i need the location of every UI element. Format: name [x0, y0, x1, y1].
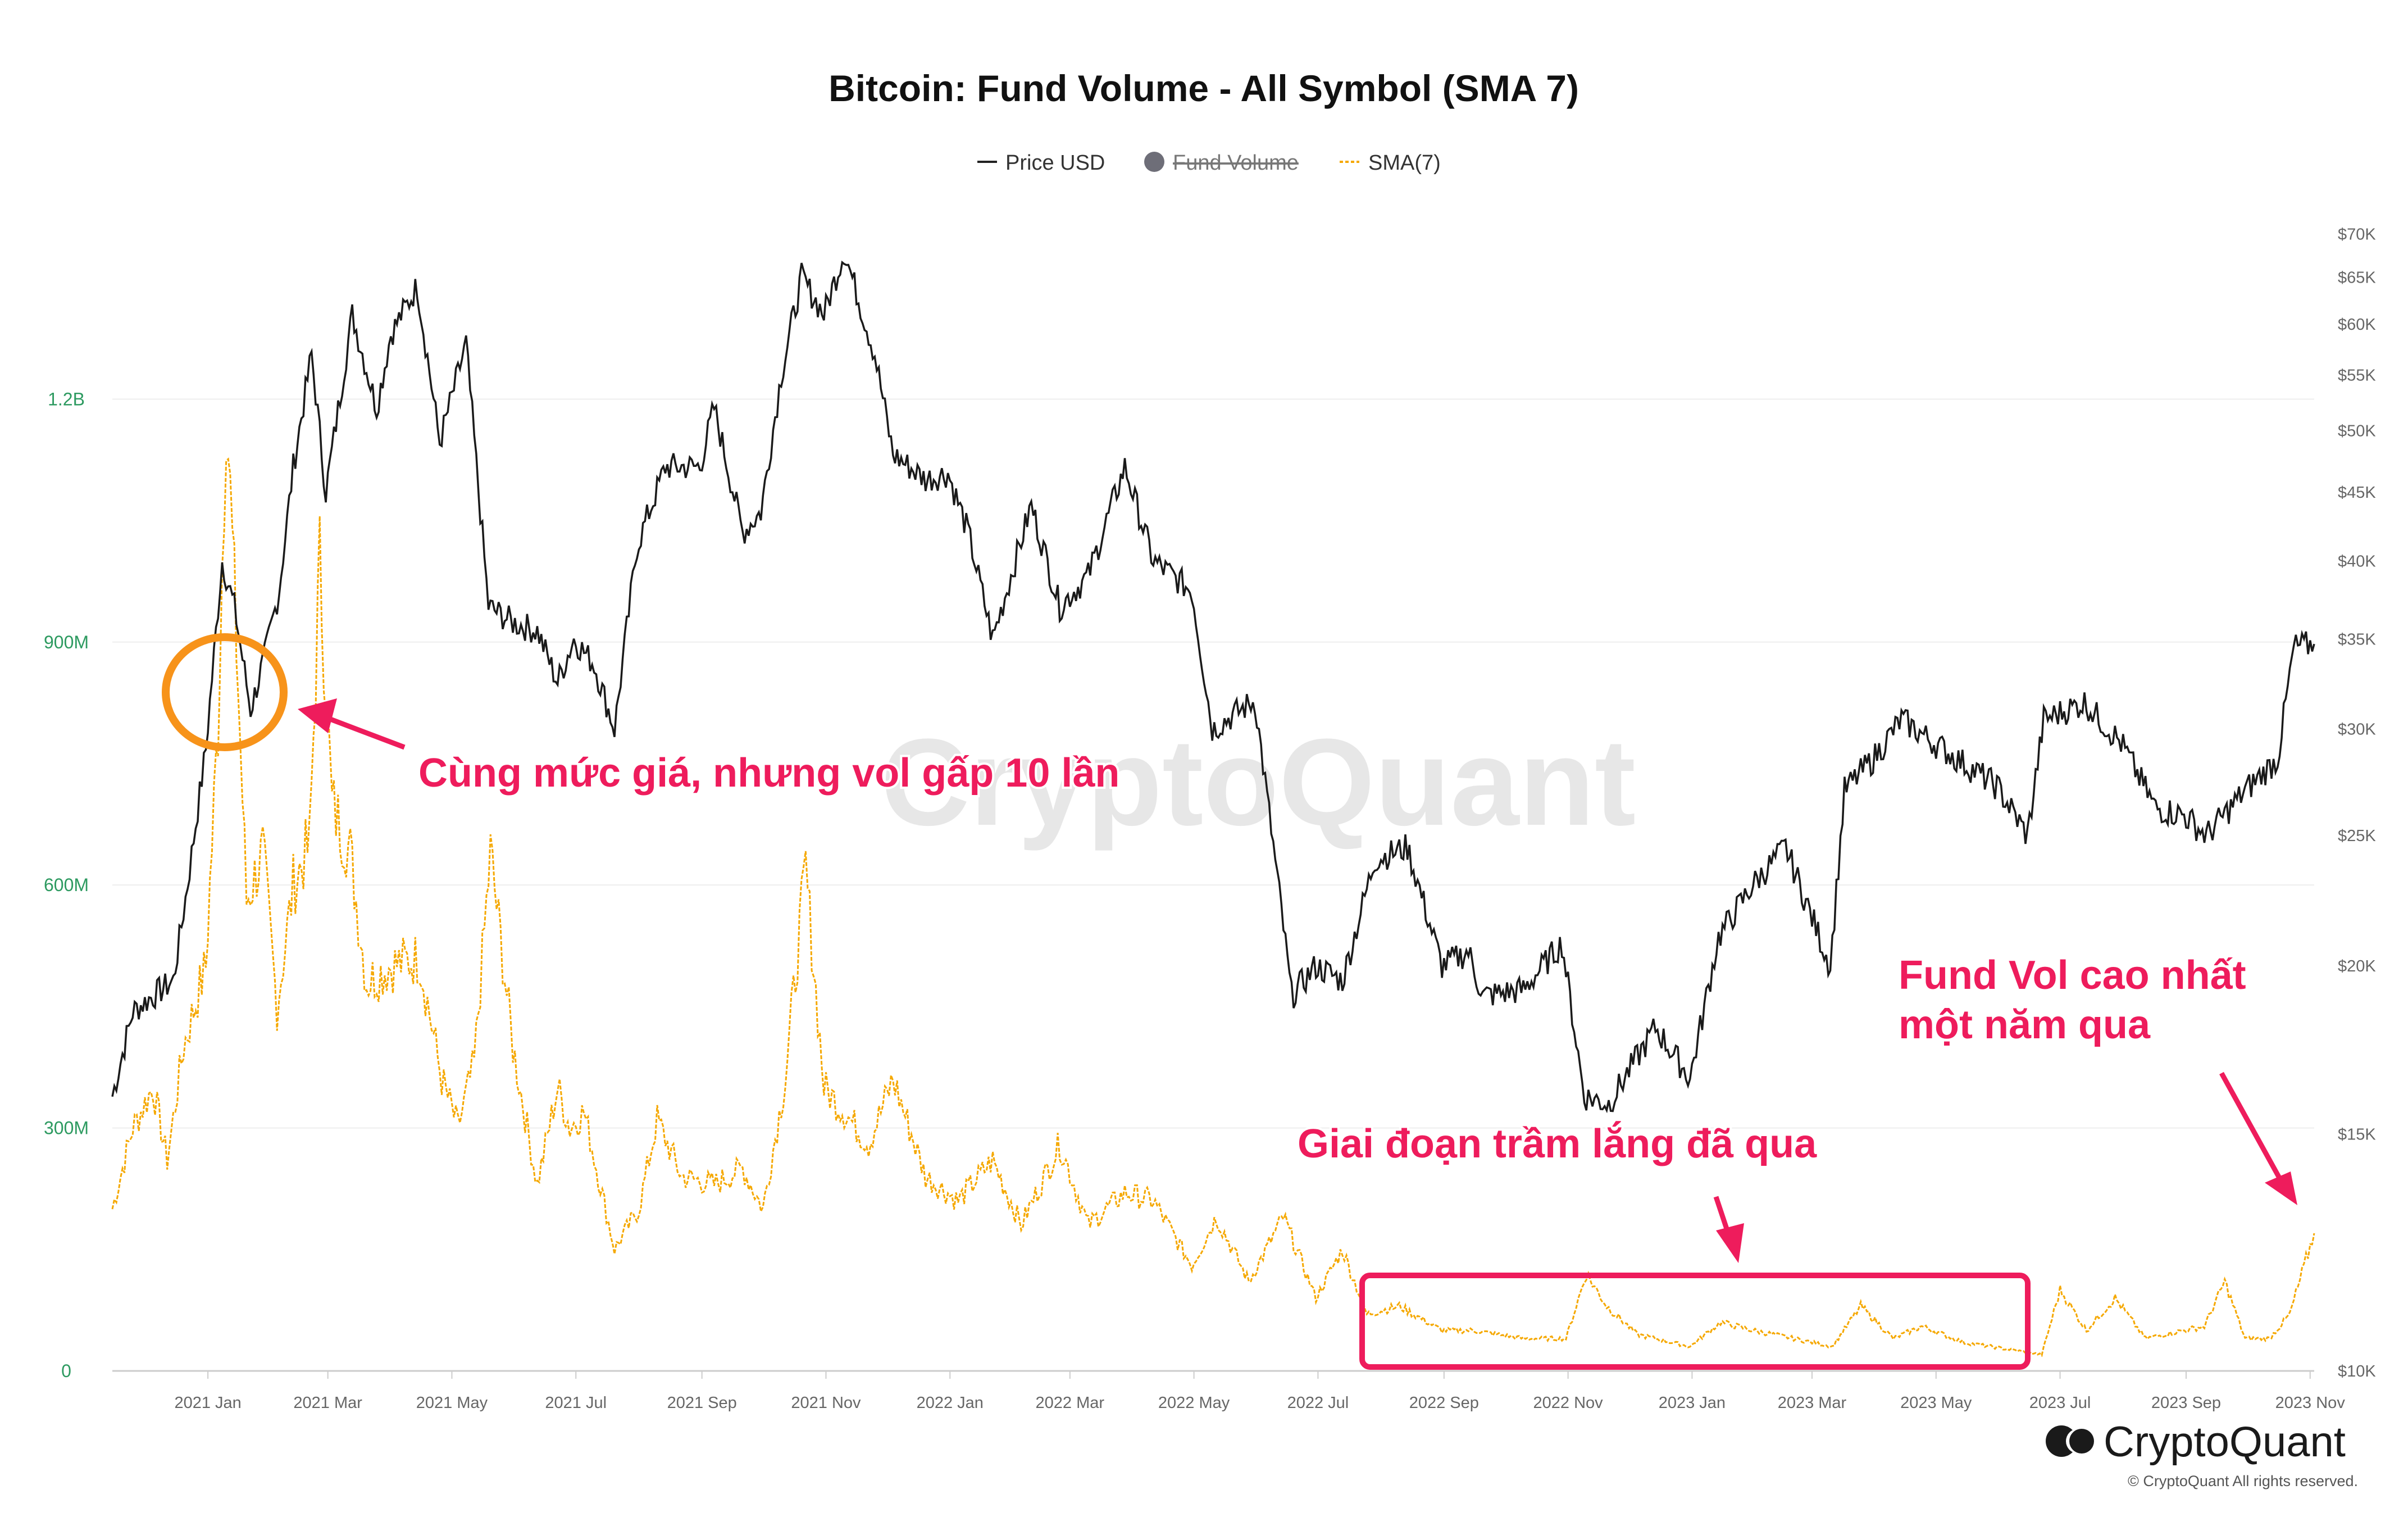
x-tick-label: 2022 Nov: [1533, 1394, 1604, 1412]
x-tick-label: 2023 Sep: [2151, 1394, 2221, 1412]
x-tick-label: 2021 Mar: [293, 1394, 362, 1412]
annotation-fund-vol-line2: một năm qua: [1899, 1002, 2151, 1047]
right-tick-label: $55K: [2338, 366, 2376, 384]
copyright-text: © CryptoQuant All rights reserved.: [2128, 1473, 2358, 1489]
x-tick-label: 2022 Mar: [1036, 1394, 1105, 1412]
left-tick-label: 300M: [44, 1118, 89, 1138]
highlight-circle: [162, 633, 288, 751]
legend-fund-volume-swatch: [1144, 152, 1164, 172]
x-tick-label: 2021 May: [416, 1394, 488, 1412]
legend: Price USD Fund Volume SMA(7): [977, 151, 1441, 175]
sma-series-line: [111, 457, 2315, 1357]
right-tick-label: $70K: [2338, 225, 2376, 243]
right-tick-label: $20K: [2338, 957, 2376, 975]
watermark: CryptoQuant: [881, 713, 1636, 851]
highlight-box: [1359, 1273, 2031, 1370]
arrow-to-circle: [298, 698, 406, 750]
right-tick-label: $50K: [2338, 422, 2376, 440]
x-tick-label: 2023 May: [1900, 1394, 1972, 1412]
x-tick-label: 2023 Jan: [1659, 1394, 1726, 1412]
legend-item-fund-volume[interactable]: Fund Volume: [1144, 151, 1299, 175]
right-tick-label: $65K: [2338, 269, 2376, 287]
right-tick-label: $10K: [2338, 1362, 2376, 1380]
legend-item-sma[interactable]: SMA(7): [1340, 151, 1441, 175]
right-axis: $10K $15K $20K $25K $30K $35K $40K $45K $50K $55K…: [2338, 225, 2376, 1380]
right-tick-label: $30K: [2338, 721, 2376, 739]
legend-item-price[interactable]: Price USD: [977, 151, 1105, 175]
left-tick-label: 900M: [44, 632, 89, 652]
right-tick-label: $60K: [2338, 316, 2376, 334]
price-series-line: [111, 260, 2315, 1114]
logo-text: CryptoQuant: [2104, 1418, 2346, 1466]
left-tick-label: 600M: [44, 875, 89, 895]
x-tick-label: 2021 Nov: [791, 1394, 861, 1412]
legend-fund-volume-label: Fund Volume: [1173, 151, 1299, 175]
x-tick-label: 2022 Jul: [1287, 1394, 1349, 1412]
left-tick-label: 0: [61, 1361, 71, 1381]
arrow-to-end: [2219, 1071, 2297, 1205]
right-tick-label: $35K: [2338, 630, 2376, 648]
left-tick-label: 1.2B: [48, 389, 85, 409]
x-tick-label: 2022 Sep: [1409, 1394, 1479, 1412]
annotation-quiet-period: Giai đoạn trầm lắng đã qua: [1298, 1121, 1817, 1166]
brand-logo: CryptoQuant: [2046, 1418, 2346, 1466]
x-tick-label: 2021 Sep: [667, 1394, 737, 1412]
arrow-to-box: [1713, 1196, 1744, 1263]
x-tick-label: 2023 Nov: [2275, 1394, 2346, 1412]
annotation-same-price: Cùng mức giá, nhưng vol gấp 10 lần: [418, 751, 1119, 796]
right-tick-label: $40K: [2338, 552, 2376, 570]
legend-sma-label: SMA(7): [1368, 151, 1441, 175]
right-tick-label: $45K: [2338, 484, 2376, 502]
x-tick-label: 2022 May: [1158, 1394, 1230, 1412]
right-tick-label: $25K: [2338, 827, 2376, 845]
right-tick-label: $15K: [2338, 1125, 2376, 1143]
left-axis: 0 300M 600M 900M 1.2B: [44, 389, 89, 1381]
x-tick-label: 2021 Jul: [545, 1394, 607, 1412]
legend-price-label: Price USD: [1005, 151, 1105, 175]
x-tick-label: 2022 Jan: [917, 1394, 984, 1412]
x-tick-label: 2021 Jan: [174, 1394, 241, 1412]
annotation-fund-vol-line1: Fund Vol cao nhất: [1899, 953, 2246, 998]
grid: [112, 398, 2314, 1129]
x-axis: 2021 Jan 2021 Mar 2021 May 2021 Jul 2021 Sep…: [174, 1371, 2345, 1412]
x-tick-label: 2023 Jul: [2029, 1394, 2091, 1412]
x-tick-label: 2023 Mar: [1778, 1394, 1847, 1412]
chart-title: Bitcoin: Fund Volume - All Symbol (SMA 7…: [829, 67, 1579, 109]
